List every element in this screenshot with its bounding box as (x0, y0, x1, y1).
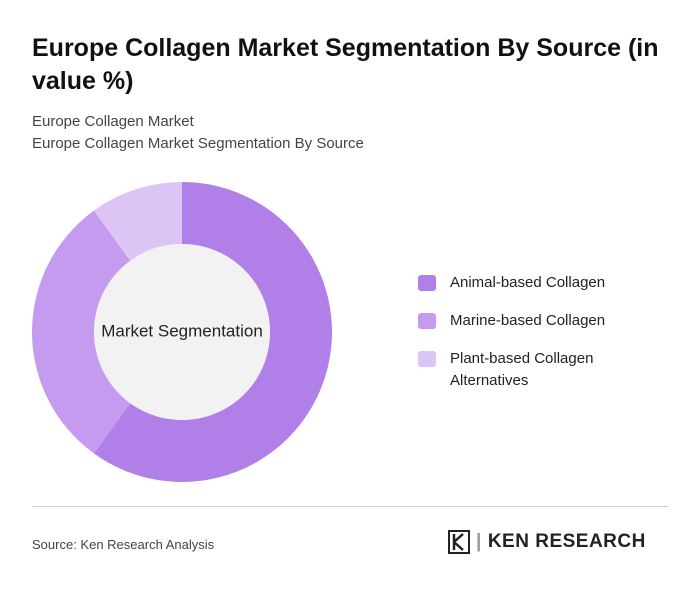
legend-label: Marine-based Collagen (450, 312, 606, 329)
donut-chart: Market Segmentation (31, 182, 332, 482)
legend-swatch (418, 275, 436, 291)
donut-slice (93, 182, 332, 482)
divider (32, 506, 668, 507)
legend-swatch (418, 313, 436, 329)
legend-swatch (418, 351, 436, 367)
brand-name: KEN RESEARCH (487, 531, 646, 552)
chart-title: Europe Collagen Market Segmentation By S… (32, 34, 659, 95)
legend-item: Animal-based Collagen (418, 272, 658, 294)
donut-slice (31, 210, 131, 454)
logo-icon (448, 530, 470, 554)
subtitle: Europe Collagen Market Segmentation By S… (32, 135, 364, 152)
legend-item: Plant-based Collagen Alternatives (418, 348, 658, 392)
donut-hole (94, 244, 270, 420)
donut-slice (93, 182, 182, 261)
subtitle: Europe Collagen Market (32, 113, 194, 130)
legend-label: Animal-based Collagen (450, 274, 606, 291)
legend: Animal-based Collagen Marine-based Collag… (418, 272, 658, 408)
brand-logo: | KEN RESEARCH (448, 530, 646, 554)
center-label: Market Segmentation (101, 321, 263, 340)
legend-item: Marine-based Collagen (418, 310, 658, 332)
source-note: Source: Ken Research Analysis (32, 537, 215, 552)
legend-label: Plant-based Collagen Alternatives (450, 350, 594, 389)
logo-sep: | (476, 531, 482, 552)
